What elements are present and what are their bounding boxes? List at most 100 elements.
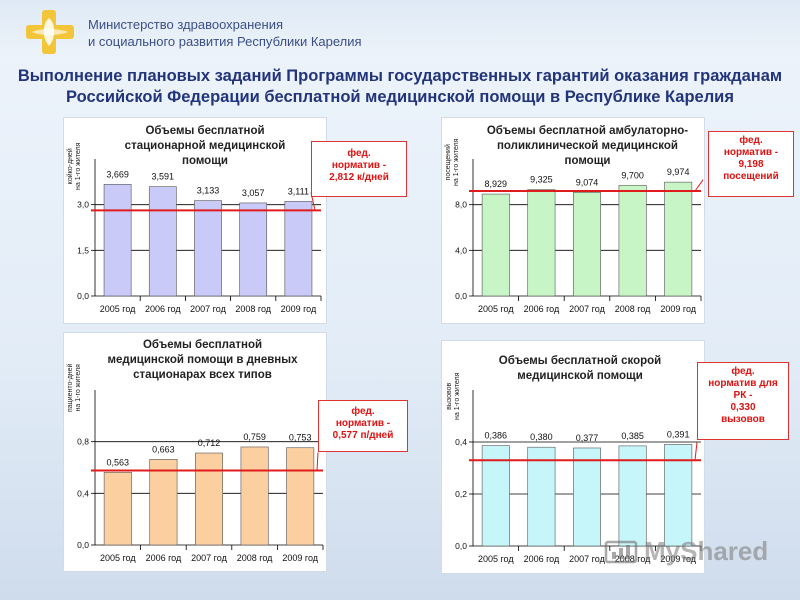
bar [573, 192, 601, 297]
norm-note-line: посещений [723, 171, 779, 182]
ministry-line-2: и социального развития Республики Карели… [88, 34, 362, 49]
data-label: 3,133 [197, 186, 220, 196]
y-tick-label: 0,0 [455, 541, 467, 551]
watermark-icon [604, 540, 638, 564]
y-tick-label: 0,0 [77, 291, 89, 301]
bar [195, 452, 223, 546]
chart-title-line: стационарах всех типов [133, 369, 272, 381]
bar [239, 202, 268, 297]
x-tick-label: 2006 год [524, 554, 560, 564]
x-tick-label: 2005 год [100, 553, 136, 563]
x-tick-label: 2007 год [569, 554, 605, 564]
chart-title-ambulance: Объемы бесплатной скорой медицинской пом… [480, 354, 680, 384]
norm-note-line: 2,812 к/дней [329, 172, 389, 183]
y-tick-label: 4,0 [455, 245, 467, 255]
norm-note-line: норматив - [723, 147, 779, 158]
chart-title-line: помощи [182, 155, 228, 167]
norm-note-line: фед. [731, 366, 755, 377]
bar [103, 183, 132, 297]
bar [573, 447, 601, 547]
data-label: 0,753 [289, 433, 312, 443]
x-tick-label: 2005 год [100, 304, 136, 314]
data-label: 8,929 [485, 179, 508, 189]
bar [664, 444, 693, 547]
x-tick-label: 2008 год [615, 304, 651, 314]
x-tick-label: 2009 год [660, 304, 696, 314]
y-tick-label: 1,5 [77, 245, 89, 255]
norm-note-line: норматив для [708, 378, 778, 389]
x-tick-label: 2005 год [478, 304, 514, 314]
x-tick-label: 2006 год [145, 304, 181, 314]
ministry-name: Министерство здравоохранения и социально… [88, 16, 362, 50]
y-tick-label: 0,2 [455, 489, 467, 499]
page-title-line-1: Выполнение плановых заданий Программы го… [17, 67, 783, 85]
norm-note-line: фед. [347, 148, 371, 159]
x-tick-label: 2008 год [615, 554, 651, 564]
data-label: 0,563 [107, 457, 130, 467]
ministry-logo-icon [26, 10, 74, 54]
x-tick-label: 2007 год [191, 553, 227, 563]
chart-title-line: помощи [564, 155, 611, 167]
bar-chart-inpatient: 0,0 1,5 3,0 3,669 2005 год 3,591 2006 год 3,133… [77, 159, 322, 314]
x-tick-label: 2005 год [478, 554, 514, 564]
data-label: 0,386 [485, 431, 508, 441]
bar [103, 471, 132, 546]
y-tick-label: 3,0 [77, 200, 89, 210]
data-label: 0,712 [198, 438, 221, 448]
norm-note-ambulance: фед. норматив для РК - 0,330 вызовов [697, 362, 789, 440]
norm-note-outpatient: фед. норматив - 9,198 посещений [708, 131, 794, 197]
chart-title-line: медицинской помощи [517, 370, 643, 382]
chart-title-line: стационарной медицинской [124, 140, 286, 152]
bar [481, 445, 510, 547]
y-tick-label: 0,0 [455, 291, 467, 301]
chart-title-inpatient: Объемы бесплатной стационарной медицинск… [110, 124, 300, 169]
data-label: 0,391 [667, 429, 690, 439]
norm-note-line: 0,577 п/дней [332, 430, 394, 441]
chart-title-line: Объемы бесплатной скорой [498, 355, 662, 367]
chart-title-line: медицинской помощи в дневных [107, 354, 298, 366]
bar-chart-day-hospital: 0,0 0,4 0,8 0,563 2005 год 0,663 2006 год 0,712… [77, 390, 324, 563]
chart-title-line: Объемы бесплатной амбулаторно- [486, 125, 689, 137]
chart-title-line: Объемы бесплатной [142, 339, 263, 351]
data-label: 0,377 [576, 433, 599, 443]
bar-chart-outpatient: 0,0 4,0 8,0 8,929 2005 год 9,325 2006 год 9,074… [455, 159, 703, 314]
chart-title-day-hospital: Объемы бесплатной медицинской помощи в д… [95, 338, 310, 383]
bar [194, 200, 222, 297]
bar [527, 189, 556, 297]
x-tick-label: 2008 год [237, 553, 273, 563]
bar [527, 446, 556, 547]
data-label: 3,111 [288, 186, 309, 196]
data-label: 3,669 [106, 169, 129, 179]
x-tick-label: 2007 год [190, 304, 226, 314]
bar [618, 184, 647, 297]
data-label: 0,663 [152, 444, 175, 454]
x-tick-label: 2009 год [282, 553, 318, 563]
norm-connector [694, 179, 703, 192]
x-tick-label: 2007 год [569, 304, 605, 314]
bar [240, 446, 269, 546]
y-tick-label: 8,0 [455, 200, 467, 210]
norm-note-line: фед. [351, 406, 375, 417]
y-tick-label: 0,8 [77, 437, 89, 447]
bar [618, 445, 647, 547]
bar [149, 459, 178, 546]
data-label: 9,700 [621, 170, 644, 180]
x-tick-label: 2009 год [660, 554, 696, 564]
bar [286, 447, 315, 546]
bar [148, 186, 177, 297]
norm-note-line: норматив - [335, 418, 391, 429]
chart-title-line: Объемы бесплатной [145, 125, 265, 137]
header-band [0, 0, 800, 60]
data-label: 9,974 [667, 167, 690, 177]
x-tick-label: 2009 год [281, 304, 317, 314]
norm-note-line: фед. [739, 135, 763, 146]
y-tick-label: 0,0 [77, 540, 89, 550]
norm-note-line: норматив - [331, 160, 387, 171]
data-label: 0,385 [621, 431, 644, 441]
x-tick-label: 2006 год [524, 304, 560, 314]
data-label: 0,380 [530, 432, 553, 442]
norm-note-line: РК - [733, 390, 753, 401]
x-tick-label: 2006 год [146, 553, 182, 563]
data-label: 3,057 [242, 188, 265, 198]
norm-note-line: 9,198 [738, 159, 764, 170]
